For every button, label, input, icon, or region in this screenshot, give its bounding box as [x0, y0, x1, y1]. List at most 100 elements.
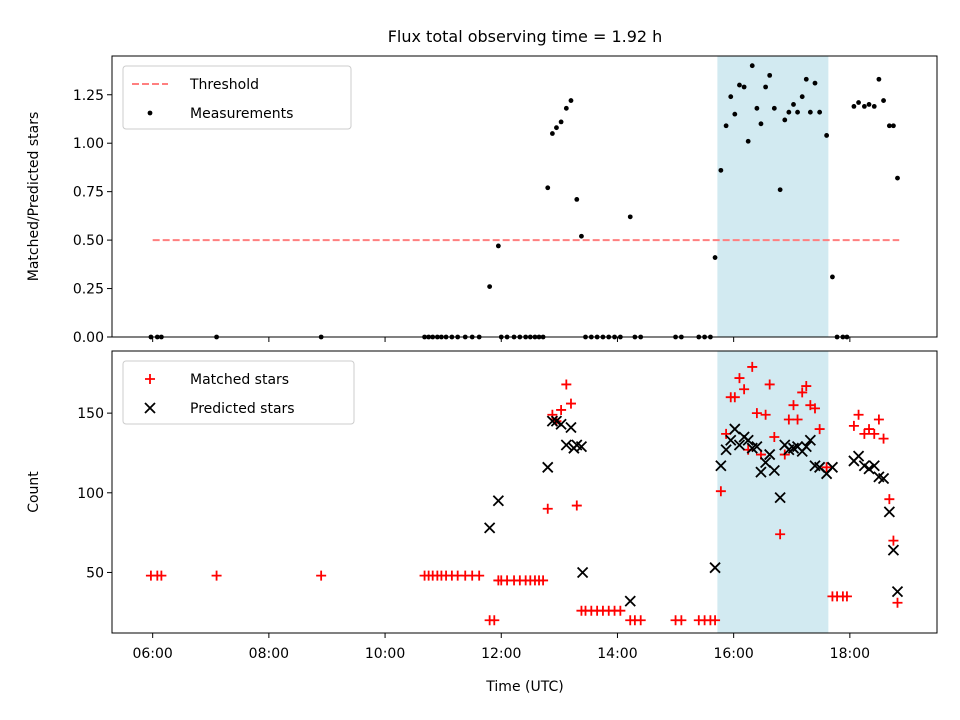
- x-axis-label: Time (UTC): [485, 679, 563, 695]
- predicted-star-point: [764, 448, 776, 461]
- measurement-point: [866, 102, 872, 107]
- y-tick-label: 0.00: [73, 330, 104, 346]
- x-tick-label: 08:00: [249, 646, 289, 662]
- matched-star-point: [853, 409, 864, 420]
- predicted-star-point: [725, 434, 737, 446]
- predicted-star-point: [759, 456, 772, 469]
- axes-frame: [111, 55, 938, 338]
- predicted-star-point: [863, 463, 875, 475]
- matched-star-point: [884, 494, 895, 505]
- predicted-star-point: [751, 440, 763, 453]
- measurement-point: [728, 94, 734, 100]
- measurement-point: [777, 187, 783, 193]
- measurement-point: [807, 109, 813, 115]
- matched-star-point: [878, 433, 889, 444]
- measurement-point: [712, 255, 718, 260]
- predicted-star-point: [877, 472, 890, 485]
- measurement-point: [574, 197, 580, 202]
- matched-star-point: [635, 615, 646, 626]
- matched-star-point: [715, 486, 726, 497]
- matched-star-point: [538, 575, 549, 586]
- measurement-point: [487, 284, 493, 290]
- predicted-star-point: [576, 566, 589, 579]
- measurement-point: [558, 119, 564, 125]
- matched-star-point: [211, 570, 222, 581]
- legend-box: [122, 360, 355, 425]
- matched-star-point: [869, 428, 880, 439]
- matched-star-point: [775, 529, 786, 540]
- measurement-point: [495, 243, 501, 249]
- predicted-star-point: [484, 522, 496, 534]
- matched-star-point: [721, 428, 732, 439]
- y-tick-label: 100: [77, 486, 104, 502]
- measurement-point: [876, 76, 882, 82]
- matched-star-point: [751, 408, 762, 419]
- y-tick-label: 150: [77, 406, 104, 422]
- measurement-point: [886, 123, 892, 129]
- matched-star-point: [792, 414, 803, 425]
- matched-star-point: [474, 570, 485, 581]
- matched-star-point: [571, 500, 582, 511]
- predicted-star-point: [800, 440, 812, 453]
- matched-star-point: [888, 535, 899, 546]
- predicted-star-point: [715, 460, 727, 472]
- legend-predicted-swatch: [144, 402, 156, 414]
- measurement-point: [627, 214, 633, 220]
- predicted-star-point: [883, 506, 895, 518]
- predicted-star-point: [891, 585, 904, 598]
- predicted-star-point: [774, 491, 786, 504]
- matched-star-point: [814, 424, 825, 435]
- measurement-point: [579, 233, 584, 239]
- measurement-point: [737, 82, 742, 88]
- matched-star-point: [873, 414, 884, 425]
- measurement-point: [758, 121, 764, 127]
- x-tick-label: 16:00: [713, 646, 753, 662]
- matched-star-point: [848, 420, 859, 431]
- x-tick-label: 10:00: [365, 646, 405, 662]
- matched-star-point: [764, 379, 775, 390]
- measurement-point: [771, 105, 777, 111]
- y-tick-label: 0.25: [73, 282, 104, 298]
- predicted-star-point: [575, 440, 588, 453]
- predicted-star-point: [709, 562, 721, 574]
- measurement-point: [732, 111, 738, 117]
- x-tick-label: 06:00: [132, 646, 172, 662]
- predicted-star-point: [542, 461, 554, 473]
- measurement-point: [881, 98, 886, 103]
- measurement-point: [741, 84, 747, 90]
- predicted-star-point: [565, 421, 577, 434]
- measurement-point: [795, 109, 800, 115]
- y-tick-label: 0.75: [73, 185, 104, 201]
- axes-frame: [111, 350, 938, 634]
- predicted-star-point: [492, 495, 504, 507]
- y-tick-label: 0.50: [73, 233, 104, 249]
- matched-star-point: [739, 384, 750, 395]
- legend-entry: Predicted stars: [190, 401, 295, 417]
- predicted-star-point: [733, 439, 746, 451]
- y-tick-label: 1.25: [73, 88, 104, 104]
- matched-star-point: [561, 379, 572, 390]
- matched-star-point: [809, 403, 820, 414]
- predicted-star-point: [546, 415, 559, 427]
- y-axis-label: Count: [26, 471, 42, 513]
- matched-star-point: [556, 404, 567, 415]
- legend-matched-swatch: [145, 374, 155, 384]
- legend-measurements-swatch: [147, 110, 153, 116]
- matched-star-point: [489, 615, 500, 626]
- measurement-point: [817, 109, 823, 115]
- measurement-point: [799, 94, 805, 100]
- predicted-star-point: [852, 450, 865, 462]
- measurement-point: [824, 133, 830, 138]
- measurement-point: [856, 100, 861, 105]
- measurement-point: [786, 109, 792, 115]
- predicted-star-point: [804, 434, 816, 446]
- matched-star-point: [841, 591, 852, 602]
- measurement-point: [830, 274, 835, 280]
- top-panel: 0.00 0.25 0.50 0.75 1.00 1.25 Matched/Predicte…: [26, 55, 938, 346]
- predicted-star-point: [755, 466, 767, 478]
- x-tick-label: 18:00: [830, 646, 870, 662]
- measurement-point: [851, 103, 857, 109]
- measurement-point: [782, 117, 788, 123]
- matched-star-point: [769, 432, 780, 443]
